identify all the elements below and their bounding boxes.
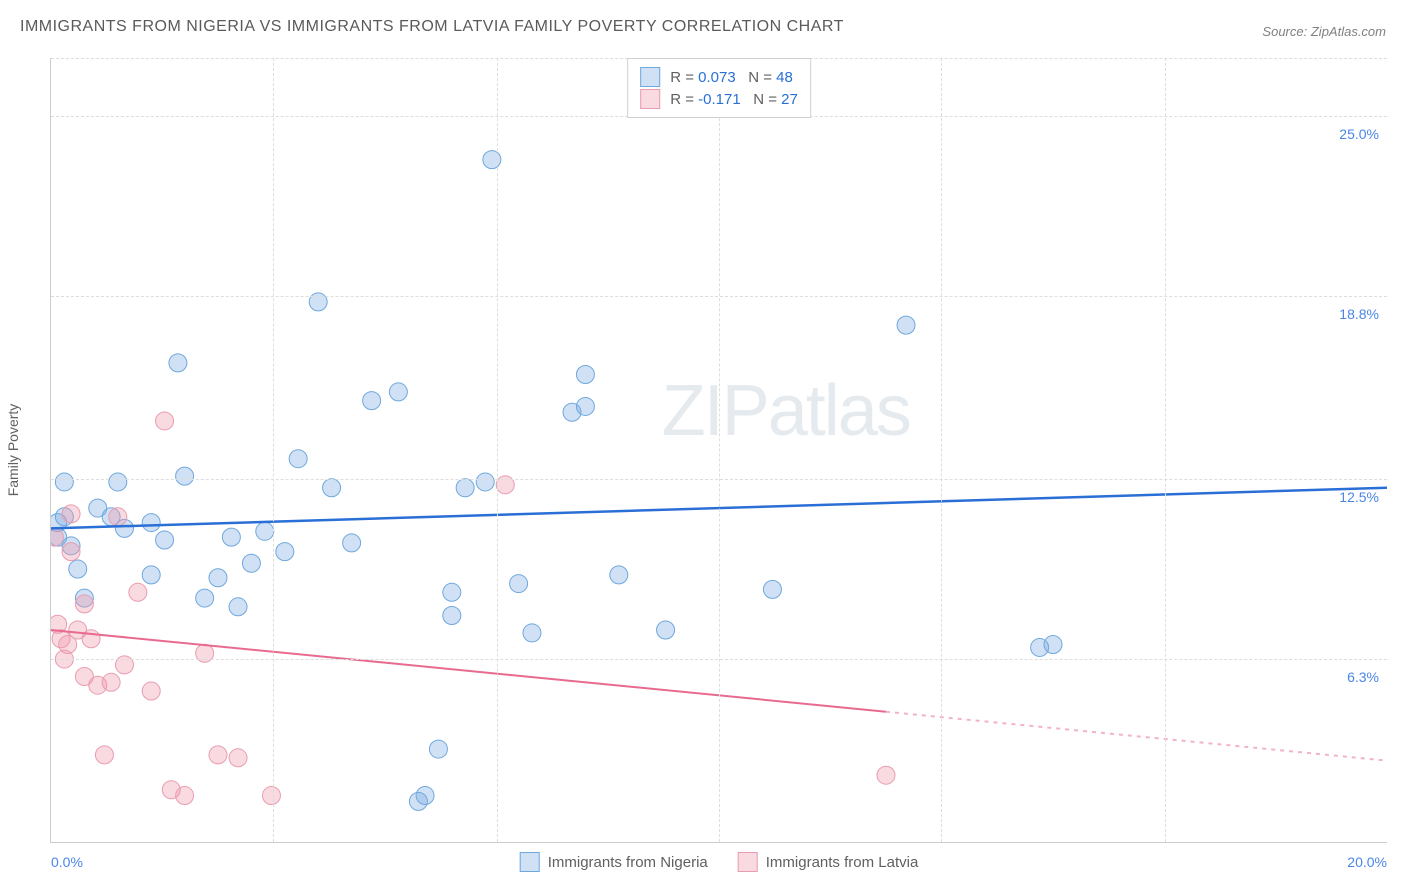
data-point — [156, 531, 174, 549]
data-point — [262, 787, 280, 805]
data-point — [142, 682, 160, 700]
data-point — [55, 473, 73, 491]
gridline-vertical — [273, 58, 274, 842]
y-tick-label: 25.0% — [1339, 126, 1379, 142]
gridline-vertical — [719, 58, 720, 842]
data-point — [323, 479, 341, 497]
data-point — [523, 624, 541, 642]
data-point — [142, 566, 160, 584]
data-point — [69, 560, 87, 578]
legend-series-name: Immigrants from Nigeria — [548, 854, 708, 871]
legend-item: Immigrants from Latvia — [738, 852, 919, 872]
gridline-vertical — [497, 58, 498, 842]
regression-line — [51, 630, 886, 712]
data-point — [389, 383, 407, 401]
x-tick-label: 0.0% — [51, 854, 83, 870]
data-point — [176, 467, 194, 485]
data-point — [156, 412, 174, 430]
source-link[interactable]: ZipAtlas.com — [1311, 24, 1386, 39]
legend-series-name: Immigrants from Latvia — [766, 854, 919, 871]
data-point — [429, 740, 447, 758]
legend-stats: R = 0.073 N = 48 — [670, 69, 793, 86]
data-point — [229, 749, 247, 767]
y-tick-label: 18.8% — [1339, 306, 1379, 322]
data-point — [763, 580, 781, 598]
gridline-vertical — [1165, 58, 1166, 842]
legend-swatch — [738, 852, 758, 872]
chart-title: IMMIGRANTS FROM NIGERIA VS IMMIGRANTS FR… — [20, 18, 844, 36]
series-legend: Immigrants from Nigeria Immigrants from L… — [520, 852, 919, 872]
source-label: Source: — [1262, 24, 1307, 39]
data-point — [242, 554, 260, 572]
gridline-vertical — [941, 58, 942, 842]
data-point — [256, 522, 274, 540]
data-point — [129, 583, 147, 601]
data-point — [416, 787, 434, 805]
data-point — [1044, 636, 1062, 654]
data-point — [276, 543, 294, 561]
data-point — [476, 473, 494, 491]
data-point — [109, 473, 127, 491]
data-point — [142, 514, 160, 532]
data-point — [289, 450, 307, 468]
data-point — [610, 566, 628, 584]
legend-row: R = -0.171 N = 27 — [640, 89, 798, 109]
data-point — [657, 621, 675, 639]
data-point — [443, 607, 461, 625]
legend-item: Immigrants from Nigeria — [520, 852, 708, 872]
data-point — [443, 583, 461, 601]
data-point — [576, 397, 594, 415]
y-axis-label: Family Poverty — [5, 404, 21, 497]
x-tick-label: 20.0% — [1347, 854, 1387, 870]
y-tick-label: 6.3% — [1347, 669, 1379, 685]
source-attribution: Source: ZipAtlas.com — [1262, 24, 1386, 39]
data-point — [510, 575, 528, 593]
data-point — [229, 598, 247, 616]
data-point — [456, 479, 474, 497]
data-point — [75, 595, 93, 613]
regression-line-dashed — [886, 712, 1387, 761]
data-point — [95, 746, 113, 764]
y-tick-label: 12.5% — [1339, 489, 1379, 505]
data-point — [176, 787, 194, 805]
legend-swatch — [520, 852, 540, 872]
data-point — [169, 354, 187, 372]
data-point — [109, 508, 127, 526]
legend-stats: R = -0.171 N = 27 — [670, 91, 798, 108]
data-point — [62, 505, 80, 523]
data-point — [343, 534, 361, 552]
legend-row: R = 0.073 N = 48 — [640, 67, 798, 87]
data-point — [483, 151, 501, 169]
data-point — [363, 392, 381, 410]
legend-swatch — [640, 67, 660, 87]
data-point — [897, 316, 915, 334]
data-point — [209, 746, 227, 764]
data-point — [209, 569, 227, 587]
data-point — [576, 366, 594, 384]
data-point — [222, 528, 240, 546]
chart-plot-area: Family Poverty ZIPatlas R = 0.073 N = 48… — [50, 58, 1387, 843]
legend-swatch — [640, 89, 660, 109]
data-point — [196, 589, 214, 607]
data-point — [877, 766, 895, 784]
correlation-legend: R = 0.073 N = 48 R = -0.171 N = 27 — [627, 58, 811, 118]
data-point — [62, 543, 80, 561]
data-point — [102, 673, 120, 691]
